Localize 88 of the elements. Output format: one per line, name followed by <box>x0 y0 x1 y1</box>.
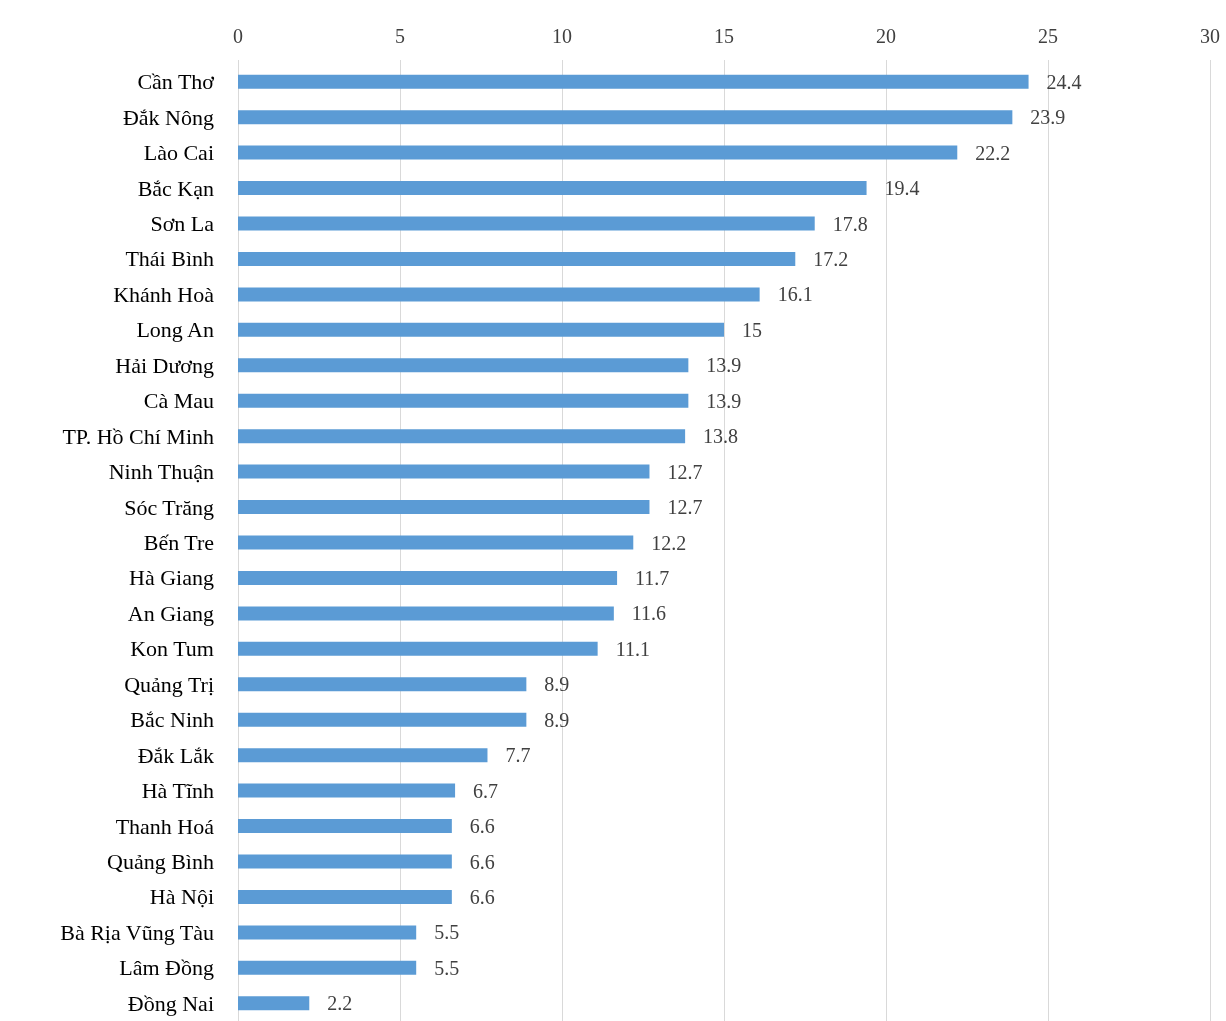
bar <box>238 110 1013 125</box>
y-tick-label: Bắc Ninh <box>130 707 214 733</box>
y-tick-label: Kon Tum <box>130 636 214 662</box>
data-label: 12.7 <box>667 496 703 519</box>
y-tick-label: Đồng Nai <box>127 990 214 1016</box>
bar <box>238 889 452 904</box>
data-label: 6.6 <box>469 885 495 908</box>
y-tick-label: Lào Cai <box>143 140 214 166</box>
y-tick-label: Thanh Hoá <box>115 813 215 839</box>
data-label: 23.9 <box>1030 106 1066 129</box>
y-tick-label: Cà Mau <box>143 388 214 414</box>
data-label: 5.5 <box>434 956 460 979</box>
data-label: 12.7 <box>667 460 703 483</box>
y-tick-label: Long An <box>136 317 214 343</box>
data-label: 17.8 <box>832 212 868 235</box>
x-tick-label: 15 <box>714 25 734 47</box>
data-label: 11.6 <box>631 602 667 625</box>
y-tick-label: Đắk Nông <box>122 104 214 130</box>
y-tick-label: Cần Thơ <box>137 69 215 95</box>
y-tick-label: Quảng Trị <box>124 671 214 697</box>
bar <box>238 570 618 585</box>
data-label: 16.1 <box>777 283 813 306</box>
data-label: 17.2 <box>813 247 849 270</box>
bar <box>238 677 527 692</box>
data-label: 6.6 <box>469 850 495 873</box>
data-label: 8.9 <box>544 673 570 696</box>
data-label: 11.7 <box>635 566 670 589</box>
bar <box>238 960 417 975</box>
bar <box>238 216 815 231</box>
x-tick-label: 30 <box>1200 25 1220 47</box>
bar <box>238 748 488 763</box>
y-tick-label: Sóc Trăng <box>124 494 214 520</box>
bar <box>238 535 634 550</box>
bar <box>238 145 958 160</box>
y-tick-label: Sơn La <box>150 211 215 236</box>
data-label: 13.9 <box>706 354 742 377</box>
data-label: 2.2 <box>327 992 353 1015</box>
data-label: 8.9 <box>544 708 570 731</box>
bar <box>238 429 686 444</box>
x-tick-label: 5 <box>395 25 405 47</box>
data-label: 19.4 <box>884 177 920 200</box>
data-label: 6.7 <box>473 779 499 802</box>
bar <box>238 712 527 727</box>
data-label: 13.9 <box>706 389 742 412</box>
y-tick-label: Thái Bình <box>125 246 214 272</box>
data-label: 22.2 <box>975 141 1011 164</box>
y-tick-label: Quảng Bình <box>107 849 214 874</box>
y-tick-label: Bắc Kạn <box>137 175 214 201</box>
y-tick-label: Khánh Hoà <box>113 281 215 307</box>
data-label: 5.5 <box>434 921 460 944</box>
y-tick-label: Lâm Đồng <box>119 955 214 981</box>
data-label: 11.1 <box>615 637 650 660</box>
bar <box>238 181 867 196</box>
bar <box>238 606 614 621</box>
data-label: 7.7 <box>505 744 531 767</box>
y-tick-label: TP. Hồ Chí Minh <box>62 423 214 449</box>
bar <box>238 322 724 337</box>
bar <box>238 393 689 408</box>
bar <box>238 925 417 940</box>
data-label: 13.8 <box>703 425 739 448</box>
data-label: 24.4 <box>1046 70 1082 93</box>
x-tick-label: 25 <box>1038 25 1058 47</box>
bar <box>238 819 452 834</box>
y-tick-label: Hà Giang <box>129 565 214 591</box>
bar <box>238 500 650 515</box>
y-tick-label: Ninh Thuận <box>108 459 214 485</box>
y-tick-label: Đắk Lắk <box>137 742 214 768</box>
y-tick-label: Hà Nội <box>149 884 214 910</box>
x-tick-label: 0 <box>233 25 243 47</box>
bar <box>238 854 452 869</box>
y-tick-label: An Giang <box>127 600 214 626</box>
x-tick-label: 10 <box>552 25 572 47</box>
bar <box>238 74 1029 89</box>
data-label: 6.6 <box>469 815 495 838</box>
data-label: 15 <box>742 318 762 341</box>
bar <box>238 358 689 373</box>
bar <box>238 464 650 479</box>
y-tick-label: Hà Tĩnh <box>141 778 214 804</box>
y-tick-label: Hải Dương <box>115 352 214 378</box>
bar <box>238 783 456 798</box>
bar <box>238 641 598 656</box>
bar <box>238 251 796 266</box>
data-label: 12.2 <box>651 531 687 554</box>
y-tick-label: Bà Rịa Vũng Tàu <box>60 919 214 945</box>
x-tick-label: 20 <box>876 25 896 47</box>
y-tick-label: Bến Tre <box>143 530 214 555</box>
bar <box>238 287 760 302</box>
bar <box>238 996 310 1011</box>
